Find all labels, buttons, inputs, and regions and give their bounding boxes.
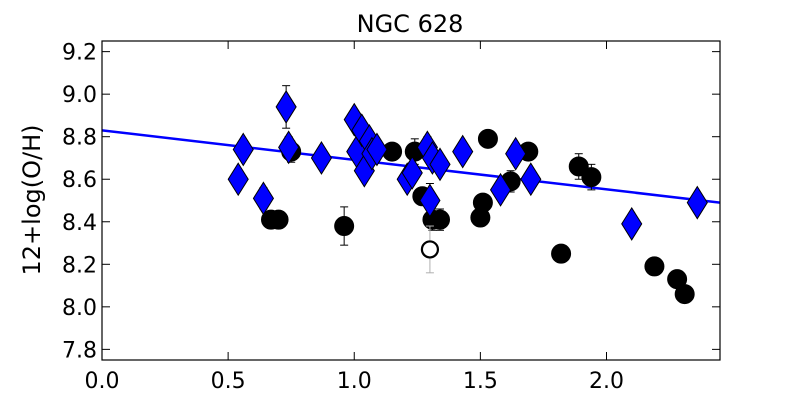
plot-area: 0.0 0.5 1.0 1.5 2.0 7.8 8.0 8.2 8.4 8.6 8.8 9.0 9.2 [62,40,721,394]
data-point-circle [430,209,451,230]
chart-title: NGC 628 [357,10,464,38]
data-point-circle [551,243,572,264]
data-point-circle [581,167,602,188]
data-layer [102,85,720,305]
y-tick-label: 7.8 [62,338,97,363]
data-point-diamond [232,132,254,167]
data-point-circle [334,216,355,237]
data-point-diamond [401,155,423,190]
plot-frame [101,40,721,361]
y-axis-label: 12+log(O/H) [18,125,46,276]
x-tick-label: 0.5 [211,369,246,394]
data-point-diamond [366,132,388,167]
data-point-circle [674,284,695,305]
data-point-circle [644,256,665,277]
data-point-diamond [452,134,474,169]
data-point-diamond [505,136,527,171]
data-point-circle [472,192,493,213]
data-point-diamond [621,206,643,241]
y-tick-label: 8.2 [62,253,97,278]
data-point-diamond [275,89,297,124]
x-tick-label: 1.0 [337,369,372,394]
data-point-diamond [278,130,300,165]
data-point-circle [477,128,498,149]
x-tick-label: 1.5 [463,369,498,394]
x-tick-label: 2.0 [589,369,624,394]
data-point-circle [268,209,289,230]
data-point-open-circle [420,240,440,259]
data-point-diamond [227,162,249,197]
data-point-diamond [252,181,275,216]
data-point-diamond [489,172,512,207]
data-point-diamond [520,162,542,197]
x-tick-label: 0.0 [85,369,120,394]
data-point-diamond [686,185,708,220]
data-point-diamond [419,183,441,218]
data-point-diamond [310,141,333,175]
data-point-diamond [429,147,451,182]
y-tick-label: 8.4 [62,211,97,236]
y-tick-label: 8.8 [62,126,97,151]
y-tick-label: 9.2 [62,41,97,66]
y-tick-label: 8.6 [62,168,97,193]
y-tick-label: 9.0 [62,83,97,108]
y-tick-label: 8.0 [62,296,97,321]
